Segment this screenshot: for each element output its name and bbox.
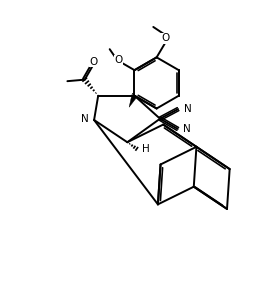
Text: O: O	[161, 33, 169, 43]
Text: N: N	[81, 114, 88, 124]
Text: N: N	[184, 104, 191, 114]
Text: H: H	[142, 144, 150, 154]
Text: O: O	[89, 57, 97, 67]
Polygon shape	[132, 93, 137, 98]
Text: N: N	[183, 124, 191, 134]
Text: O: O	[115, 55, 123, 65]
Polygon shape	[129, 94, 137, 107]
